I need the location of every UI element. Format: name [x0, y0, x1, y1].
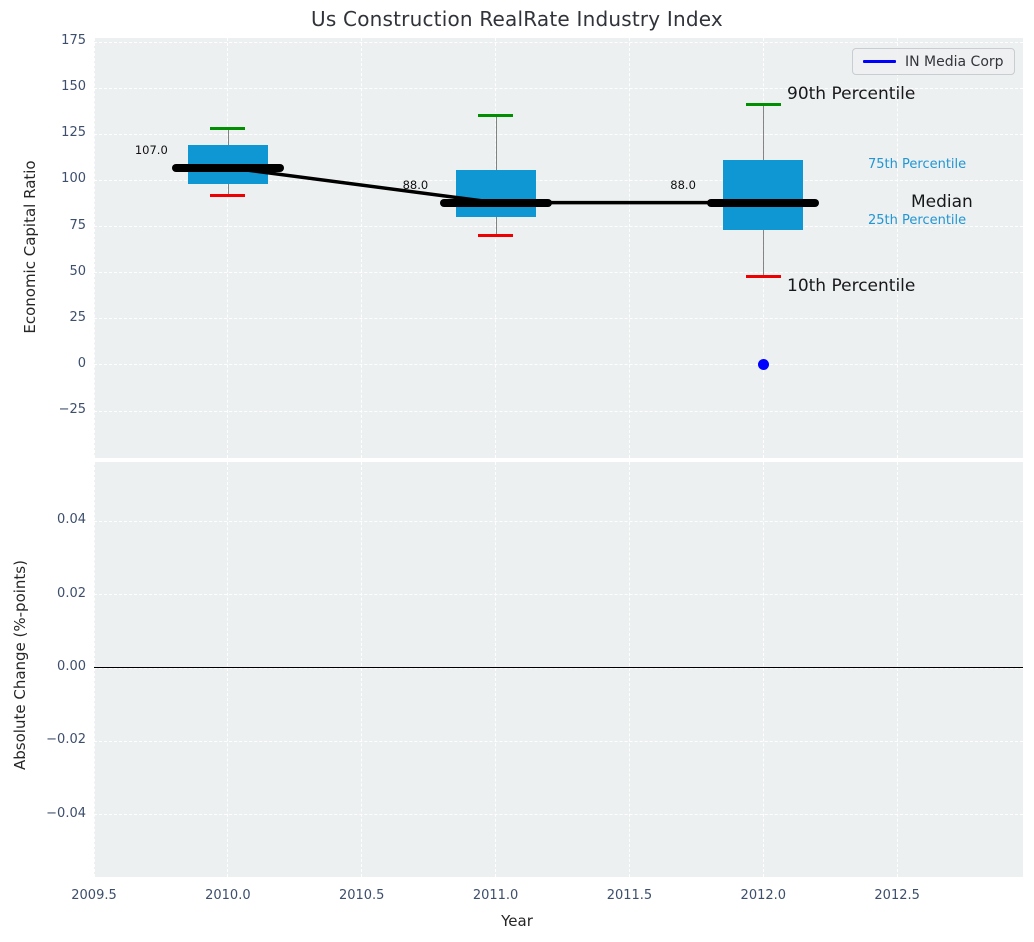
x-tick-label: 2012.5 — [874, 888, 920, 903]
gridline-horizontal — [94, 410, 1023, 412]
gridline-vertical — [94, 462, 95, 877]
gridline-vertical — [896, 462, 898, 877]
x-tick-label: 2011.5 — [606, 888, 653, 903]
gridline-horizontal — [94, 318, 1023, 320]
top-y-tick-label: 0 — [77, 355, 86, 371]
gridline-horizontal — [94, 364, 1023, 366]
gridline-vertical — [896, 38, 898, 458]
gridline-vertical — [361, 462, 363, 877]
bottom-axes — [94, 462, 1023, 877]
x-axis-label: Year — [501, 912, 533, 930]
top-axes: 107.0 88.0 88.0 — [94, 38, 1023, 458]
gridline-vertical — [628, 462, 630, 877]
top-y-tick-label: 125 — [61, 125, 86, 141]
annotation-90th-percentile: 90th Percentile — [787, 84, 916, 104]
whisker-cap-10th — [210, 193, 246, 197]
gridline-horizontal — [94, 272, 1023, 274]
box-iqr-rect — [455, 170, 536, 218]
x-tick-label: 2010.5 — [338, 888, 385, 903]
median-value-annotation: 88.0 — [402, 177, 429, 192]
x-tick-label: 2009.5 — [71, 888, 117, 903]
gridline-horizontal — [94, 87, 1023, 89]
gridline-horizontal — [94, 226, 1023, 228]
gridline-vertical — [495, 38, 497, 458]
gridline-horizontal — [94, 179, 1023, 181]
company-data-point — [757, 359, 769, 371]
annotation-25th-percentile: 25th Percentile — [868, 213, 967, 228]
bottom-y-tick-label: 0.02 — [57, 585, 86, 601]
gridline-horizontal — [94, 41, 1023, 43]
zero-change-line — [94, 667, 1023, 669]
gridline-horizontal — [94, 667, 1023, 669]
median-bar — [171, 163, 284, 172]
gridline-vertical — [94, 38, 95, 458]
gridline-horizontal — [94, 133, 1023, 135]
bottom-y-tick-label: −0.04 — [46, 805, 86, 821]
whisker-cap-90th — [210, 127, 246, 131]
annotation-75th-percentile: 75th Percentile — [868, 157, 967, 172]
bottom-y-tick-label: 0.04 — [57, 512, 86, 528]
x-tick-label: 2010.0 — [205, 888, 251, 903]
legend: IN Media Corp — [852, 48, 1015, 75]
gridline-horizontal — [94, 740, 1023, 742]
gridline-vertical — [495, 462, 497, 877]
x-tick-label: 2012.0 — [740, 888, 787, 903]
whisker-cap-10th — [745, 274, 781, 278]
bottom-y-tick-label: 0.00 — [57, 659, 86, 675]
chart-title: Us Construction RealRate Industry Index — [311, 7, 723, 31]
top-y-tick-label: −25 — [58, 402, 86, 418]
whisker-cap-90th — [745, 103, 781, 107]
top-y-tick-label: 75 — [69, 217, 86, 233]
gridline-horizontal — [94, 520, 1023, 522]
gridline-horizontal — [94, 594, 1023, 596]
median-value-annotation: 107.0 — [134, 142, 168, 157]
annotation-10th-percentile: 10th Percentile — [787, 276, 916, 296]
legend-label: IN Media Corp — [905, 53, 1004, 70]
whisker-cap-10th — [478, 234, 514, 238]
top-y-tick-label: 175 — [61, 33, 86, 49]
median-bar — [707, 198, 820, 207]
top-y-tick-label: 25 — [69, 309, 86, 325]
box-iqr-rect — [723, 160, 804, 231]
bottom-y-tick-label: −0.02 — [46, 732, 86, 748]
bottom-y-axis-label: Absolute Change (%-points) — [11, 560, 29, 770]
annotation-median: Median — [911, 192, 973, 212]
top-y-tick-label: 150 — [61, 79, 86, 95]
x-tick-label: 2011.0 — [472, 888, 519, 903]
gridline-vertical — [227, 462, 229, 877]
whisker-cap-90th — [478, 114, 514, 118]
legend-line-swatch — [863, 60, 896, 63]
median-value-annotation: 88.0 — [670, 177, 696, 192]
gridline-vertical — [227, 38, 229, 458]
gridline-vertical — [762, 462, 764, 877]
gridline-vertical — [361, 38, 363, 458]
top-y-tick-label: 100 — [61, 171, 86, 187]
median-bar — [439, 198, 552, 207]
top-y-tick-label: 50 — [69, 263, 86, 279]
gridline-horizontal — [94, 814, 1023, 816]
gridline-vertical — [628, 38, 630, 458]
